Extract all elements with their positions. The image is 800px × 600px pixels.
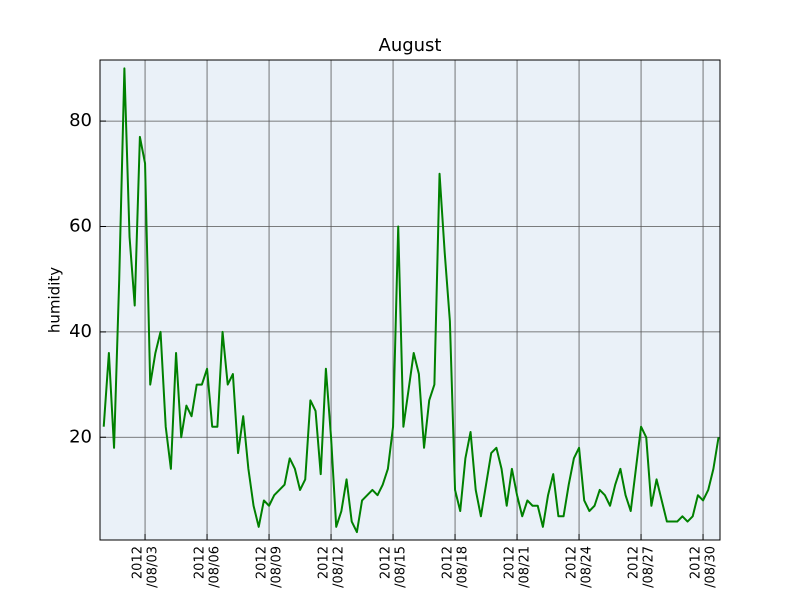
x-tick-label: 2012/08/03 [130,546,160,588]
x-tick-label: 2012/08/12 [316,546,346,588]
x-tick-label: 2012/08/21 [502,546,532,588]
x-tick-label: 2012/08/24 [564,546,594,588]
y-tick-label: 20 [69,426,92,447]
x-tick-label: 2012/08/18 [440,546,470,588]
y-axis-label: humidity [46,267,64,333]
x-tick-label: 2012/08/27 [626,546,656,588]
y-tick-label: 40 [69,321,92,342]
data-line [102,67,720,534]
chart-title: August [379,35,442,56]
y-tick-label: 80 [69,110,92,131]
x-tick-label: 2012/08/09 [254,546,284,588]
plot-frame [99,59,721,541]
plot-background [100,60,720,540]
x-tick-label: 2012/08/15 [378,546,408,588]
x-tick-label: 2012/08/30 [688,546,718,588]
y-tick-label: 60 [69,215,92,236]
x-tick-label: 2012/08/06 [192,546,222,588]
